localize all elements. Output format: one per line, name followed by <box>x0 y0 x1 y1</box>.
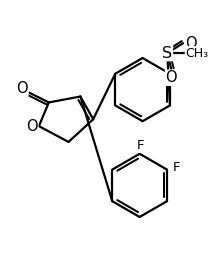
Text: O: O <box>165 70 177 85</box>
Text: O: O <box>16 81 28 96</box>
Text: O: O <box>185 36 197 51</box>
Text: F: F <box>173 161 181 174</box>
Text: CH₃: CH₃ <box>185 47 208 59</box>
Text: F: F <box>137 139 144 152</box>
Text: O: O <box>26 119 38 134</box>
Text: S: S <box>162 45 172 61</box>
